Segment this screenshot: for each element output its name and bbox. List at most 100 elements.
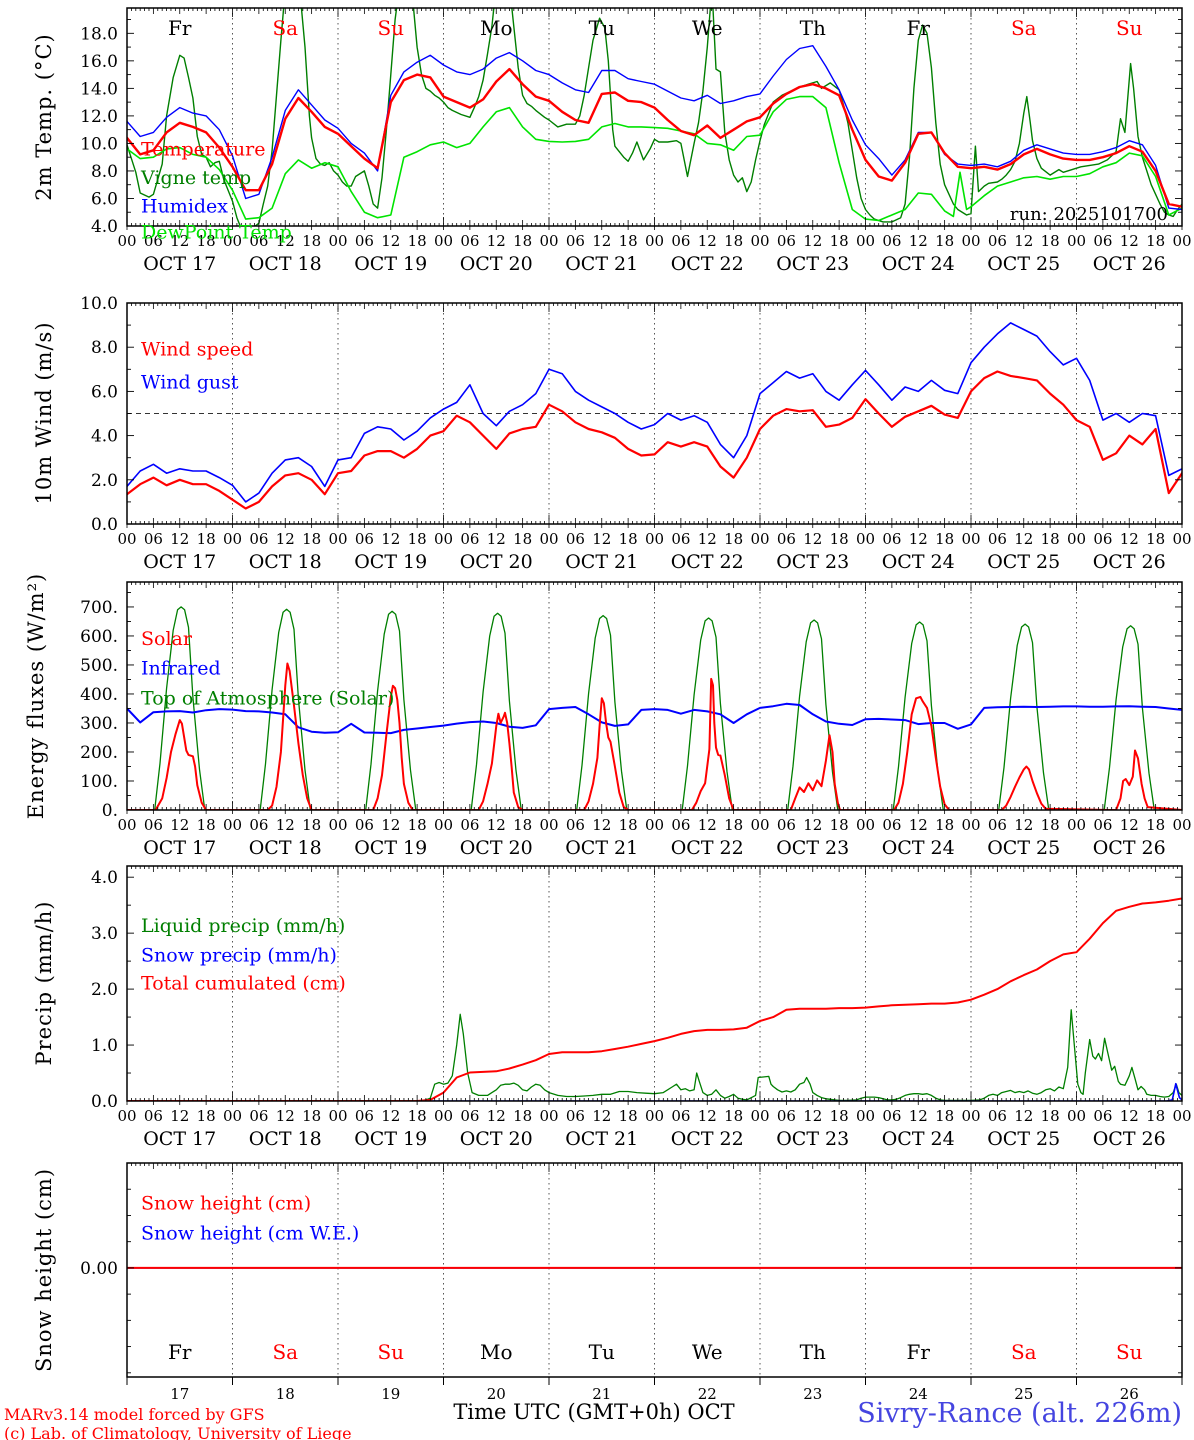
hour-tick-label: 12 — [592, 232, 611, 250]
hour-tick-label: 12 — [592, 1107, 611, 1125]
y-tick-label: 1.0 — [91, 1036, 118, 1056]
day-number-label: 22 — [698, 1385, 717, 1403]
hour-tick-label: 18 — [302, 232, 321, 250]
hour-tick-label: 12 — [1014, 530, 1033, 548]
hour-tick-label: 12 — [381, 232, 400, 250]
hour-tick-label: 06 — [1093, 1107, 1112, 1125]
legend-energy-panel-1: Infrared — [141, 658, 221, 680]
date-label: OCT 17 — [143, 551, 216, 573]
hour-tick-label: 12 — [1120, 1107, 1139, 1125]
hour-tick-label: 06 — [249, 232, 268, 250]
date-label: OCT 18 — [249, 551, 322, 573]
day-name-label: Mo — [480, 16, 513, 40]
y-tick-label: 4.0 — [91, 217, 118, 237]
hour-tick-label: 06 — [460, 530, 479, 548]
hour-tick-label: 00 — [1067, 232, 1086, 250]
hour-tick-label: 18 — [302, 1107, 321, 1125]
hour-tick-label: 06 — [988, 530, 1007, 548]
hour-tick-label: 00 — [750, 530, 769, 548]
hour-tick-label: 00 — [223, 1107, 242, 1125]
day-name-label: Fr — [907, 1340, 931, 1364]
hour-tick-label: 12 — [909, 232, 928, 250]
hour-tick-label: 12 — [592, 816, 611, 834]
hour-tick-label: 18 — [619, 530, 638, 548]
hour-tick-label: 12 — [276, 530, 295, 548]
hour-tick-label: 12 — [698, 816, 717, 834]
date-label: OCT 22 — [671, 253, 744, 275]
date-label: OCT 21 — [565, 253, 638, 275]
hour-tick-label: 00 — [750, 816, 769, 834]
day-name-label: Fr — [168, 1340, 192, 1364]
hour-tick-label: 06 — [566, 530, 585, 548]
hour-tick-label: 12 — [909, 530, 928, 548]
hour-tick-label: 12 — [487, 232, 506, 250]
y-axis-title-snow: Snow height (cm) — [32, 1167, 56, 1373]
hour-tick-label: 00 — [434, 232, 453, 250]
y-axis-title-energy: Energy fluxes (W/m²) — [24, 572, 48, 820]
hour-tick-label: 00 — [223, 816, 242, 834]
hour-tick-label: 00 — [750, 1107, 769, 1125]
date-label: OCT 26 — [1093, 1128, 1166, 1150]
hour-tick-label: 18 — [1041, 1107, 1060, 1125]
day-name-label: Fr — [168, 16, 192, 40]
hour-tick-label: 00 — [328, 1107, 347, 1125]
hour-tick-label: 00 — [1172, 816, 1191, 834]
hour-tick-label: 18 — [408, 530, 427, 548]
hour-tick-label: 18 — [1041, 232, 1060, 250]
y-tick-label: 12.0 — [80, 107, 118, 127]
hour-tick-label: 18 — [302, 530, 321, 548]
day-name-label: Sa — [272, 1340, 298, 1364]
run-label: run: 2025101700 — [1009, 204, 1168, 225]
date-label: OCT 19 — [354, 1128, 427, 1150]
series-wind-gust — [127, 322, 1182, 503]
hour-tick-label: 18 — [197, 816, 216, 834]
series-temperature-2m — [127, 67, 1182, 208]
hour-tick-label: 18 — [1146, 530, 1165, 548]
day-number-label: 19 — [381, 1385, 400, 1403]
date-label: OCT 21 — [565, 1128, 638, 1150]
y-tick-label: 4.0 — [91, 868, 118, 888]
date-label: OCT 23 — [776, 551, 849, 573]
y-axis-title-wind: 10m Wind (m/s) — [32, 321, 56, 505]
date-label: OCT 24 — [882, 253, 955, 275]
hour-tick-label: 00 — [117, 232, 136, 250]
legend-temperature-panel-2: Humidex — [141, 195, 228, 217]
hour-tick-label: 00 — [1172, 530, 1191, 548]
day-name-label: Th — [800, 16, 826, 40]
hour-tick-label: 06 — [1093, 232, 1112, 250]
date-label: OCT 22 — [671, 1128, 744, 1150]
date-label: OCT 17 — [143, 1128, 216, 1150]
date-label: OCT 22 — [671, 551, 744, 573]
y-tick-label: 2.0 — [91, 471, 118, 491]
hour-tick-label: 06 — [355, 530, 374, 548]
y-tick-label: 8.0 — [91, 338, 118, 358]
legend-snow-panel-0: Snow height (cm) — [141, 1193, 311, 1215]
hour-tick-label: 06 — [988, 1107, 1007, 1125]
day-name-label: Th — [800, 1340, 826, 1364]
hour-tick-label: 18 — [513, 232, 532, 250]
hour-tick-label: 12 — [381, 1107, 400, 1125]
day-name-label: Su — [377, 16, 404, 40]
hour-tick-label: 06 — [988, 816, 1007, 834]
hour-tick-label: 00 — [961, 530, 980, 548]
date-label: OCT 25 — [987, 1128, 1060, 1150]
hour-tick-label: 12 — [487, 1107, 506, 1125]
hour-tick-label: 06 — [249, 530, 268, 548]
date-label: OCT 25 — [987, 837, 1060, 859]
day-number-label: 24 — [909, 1385, 928, 1403]
date-label: OCT 22 — [671, 837, 744, 859]
date-label: OCT 24 — [882, 837, 955, 859]
panel-energy-panel: 700.600.500.400.300.200.100.0.00 06 12 18 00… — [80, 581, 1192, 859]
hour-tick-label: 18 — [619, 816, 638, 834]
date-label: OCT 19 — [354, 837, 427, 859]
day-name-label: Su — [377, 1340, 404, 1364]
hour-tick-label: 06 — [249, 1107, 268, 1125]
day-name-label: Tu — [589, 16, 615, 40]
hour-tick-label: 00 — [645, 816, 664, 834]
legend-temperature-panel-1: Vigne temp — [140, 167, 251, 189]
y-tick-label: 2.0 — [91, 980, 118, 1000]
hour-tick-label: 00 — [434, 530, 453, 548]
hour-tick-label: 06 — [144, 1107, 163, 1125]
hour-tick-label: 00 — [1067, 530, 1086, 548]
